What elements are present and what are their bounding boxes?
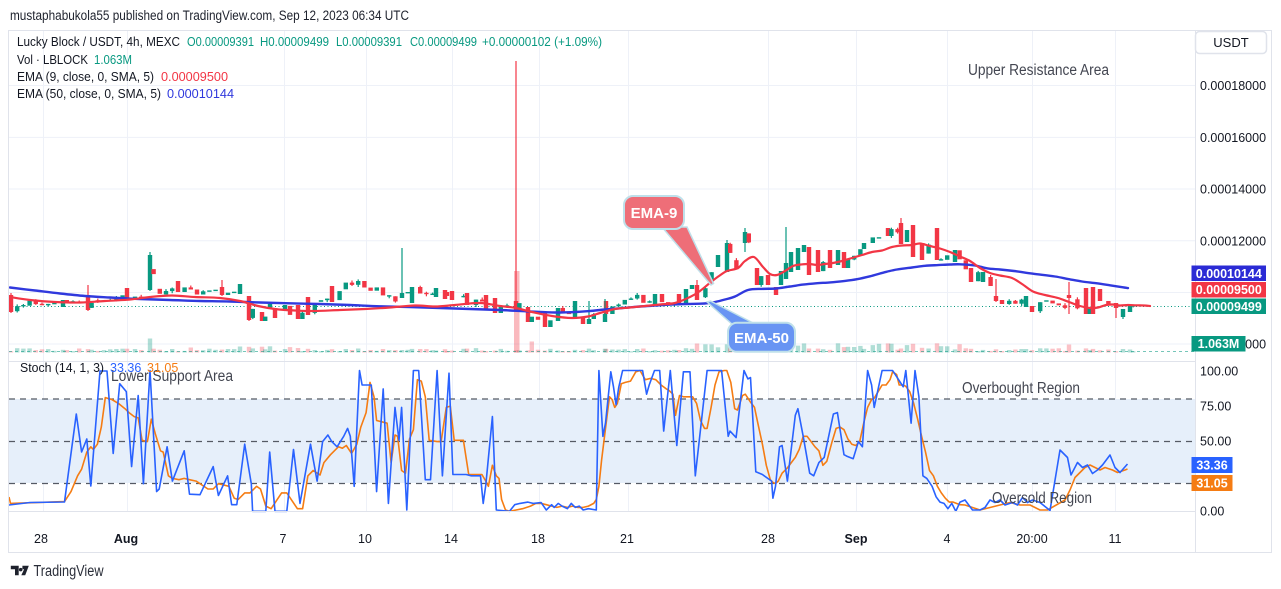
svg-text:Vol · LBLOCK: Vol · LBLOCK <box>17 53 89 67</box>
svg-text:0.00009500: 0.00009500 <box>161 70 228 84</box>
svg-text:Upper Resistance Area: Upper Resistance Area <box>968 62 1109 79</box>
svg-text:Aug: Aug <box>114 532 138 546</box>
svg-text:20:00: 20:00 <box>1016 532 1047 546</box>
svg-text:0.00010144: 0.00010144 <box>1196 267 1262 281</box>
svg-text:+0.00000102 (+1.09%): +0.00000102 (+1.09%) <box>482 35 602 49</box>
svg-text:1.063M: 1.063M <box>94 53 132 67</box>
svg-text:50.00: 50.00 <box>1200 435 1231 449</box>
svg-text:18: 18 <box>531 532 545 546</box>
svg-text:O0.00009391: O0.00009391 <box>187 35 254 49</box>
svg-text:21: 21 <box>620 532 634 546</box>
svg-text:Lucky Block / USDT, 4h, MEXC: Lucky Block / USDT, 4h, MEXC <box>17 35 180 49</box>
svg-text:0.00018000: 0.00018000 <box>1200 79 1266 93</box>
svg-text:0.00: 0.00 <box>1200 505 1224 519</box>
svg-text:31.05: 31.05 <box>147 361 178 375</box>
svg-text:Stoch (14, 1, 3): Stoch (14, 1, 3) <box>20 361 104 375</box>
svg-text:31.05: 31.05 <box>1196 477 1227 491</box>
svg-text:EMA-50: EMA-50 <box>734 330 789 347</box>
svg-text:Lower Support Area: Lower Support Area <box>111 368 233 385</box>
svg-text:Sep: Sep <box>845 532 868 546</box>
svg-text:10: 10 <box>358 532 372 546</box>
svg-text:0.00016000: 0.00016000 <box>1200 131 1266 145</box>
svg-text:0.00009500: 0.00009500 <box>1196 283 1262 297</box>
svg-text:mustaphabukola55 published on: mustaphabukola55 published on TradingVie… <box>10 8 409 23</box>
svg-text:0.00014000: 0.00014000 <box>1200 183 1266 197</box>
svg-text:28: 28 <box>34 532 48 546</box>
svg-text:EMA-9: EMA-9 <box>631 205 678 222</box>
svg-text:75.00: 75.00 <box>1200 400 1231 414</box>
svg-text:11: 11 <box>1109 532 1122 546</box>
svg-text:14: 14 <box>444 532 458 546</box>
svg-text:Oversold Region: Oversold Region <box>992 490 1092 507</box>
svg-text:1.063M: 1.063M <box>1198 337 1240 351</box>
svg-text:EMA (50, close, 0, SMA, 5): EMA (50, close, 0, SMA, 5) <box>17 87 161 101</box>
svg-text:L0.00009391: L0.00009391 <box>336 35 402 49</box>
svg-text:100.00: 100.00 <box>1200 365 1238 379</box>
svg-text:0.00010144: 0.00010144 <box>167 87 234 101</box>
svg-text:33.36: 33.36 <box>110 361 141 375</box>
svg-text:0.00012000: 0.00012000 <box>1200 234 1266 248</box>
svg-text:28: 28 <box>761 532 775 546</box>
svg-text:EMA (9, close, 0, SMA, 5): EMA (9, close, 0, SMA, 5) <box>17 70 154 84</box>
svg-text:7: 7 <box>280 532 287 546</box>
svg-text:0.00009499: 0.00009499 <box>1196 300 1262 314</box>
svg-text:33.36: 33.36 <box>1196 459 1227 473</box>
svg-text:C0.00009499: C0.00009499 <box>410 35 477 49</box>
svg-text:USDT: USDT <box>1213 35 1248 50</box>
svg-text:H0.00009499: H0.00009499 <box>260 35 329 49</box>
svg-text:TradingView: TradingView <box>34 563 105 580</box>
svg-text:Overbought Region: Overbought Region <box>962 380 1080 397</box>
svg-text:4: 4 <box>944 532 951 546</box>
